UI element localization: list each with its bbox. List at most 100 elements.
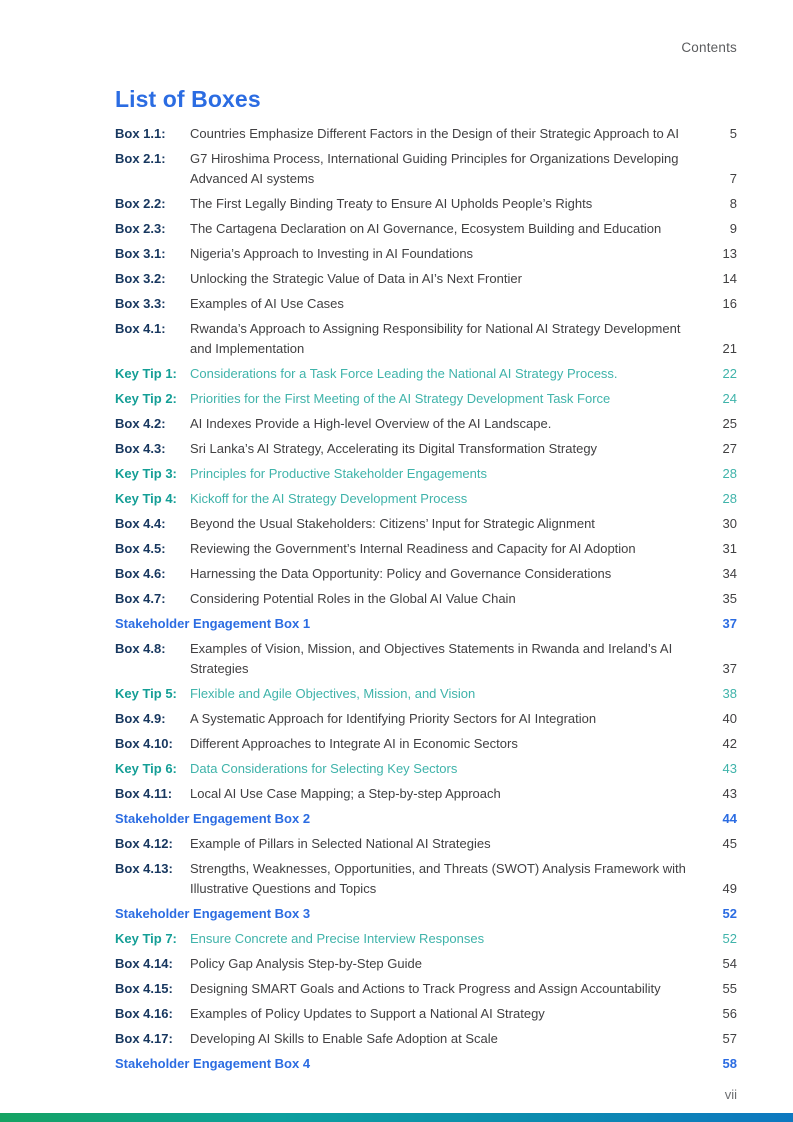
toc-entry[interactable]: Stakeholder Engagement Box 3 52 <box>115 904 737 924</box>
entry-page-number: 28 <box>722 491 737 506</box>
toc-entry[interactable]: Box 4.2: AI Indexes Provide a High-level… <box>115 414 737 434</box>
entry-label: Box 4.13: <box>115 861 173 876</box>
entry-page-number: 52 <box>722 931 737 946</box>
entry-title: Examples of Policy Updates to Support a … <box>190 1006 545 1021</box>
toc-entry[interactable]: Box 3.3: Examples of AI Use Cases 16 <box>115 294 737 314</box>
toc-entry[interactable]: Box 3.1: Nigeria’s Approach to Investing… <box>115 244 737 264</box>
entry-title: Harnessing the Data Opportunity: Policy … <box>190 566 612 581</box>
entry-title: Priorities for the First Meeting of the … <box>190 391 611 406</box>
entry-title: Developing AI Skills to Enable Safe Adop… <box>190 1031 498 1046</box>
entry-title: Countries Emphasize Different Factors in… <box>190 126 679 141</box>
entry-page-number: 38 <box>722 686 737 701</box>
list-of-boxes: Box 1.1: Countries Emphasize Different F… <box>115 124 737 1079</box>
entry-title: Sri Lanka’s AI Strategy, Accelerating it… <box>190 441 598 456</box>
entry-page-number: 8 <box>729 196 737 211</box>
entry-title: Nigeria’s Approach to Investing in AI Fo… <box>190 246 474 261</box>
entry-page-number: 49 <box>722 881 737 896</box>
entry-title: Strengths, Weaknesses, Opportunities, an… <box>190 861 686 896</box>
toc-entry[interactable]: Box 4.11: Local AI Use Case Mapping; a S… <box>115 784 737 804</box>
entry-label: Box 2.1: <box>115 151 166 166</box>
entry-label: Key Tip 6: <box>115 761 177 776</box>
toc-entry[interactable]: Stakeholder Engagement Box 2 44 <box>115 809 737 829</box>
entry-page-number: 16 <box>722 296 737 311</box>
entry-title: Considering Potential Roles in the Globa… <box>190 591 516 606</box>
entry-page-number: 13 <box>722 246 737 261</box>
toc-entry[interactable]: Box 4.9: A Systematic Approach for Ident… <box>115 709 737 729</box>
toc-entry[interactable]: Box 4.4: Beyond the Usual Stakeholders: … <box>115 514 737 534</box>
toc-entry[interactable]: Box 4.13: Strengths, Weaknesses, Opportu… <box>115 859 737 899</box>
toc-entry[interactable]: Key Tip 4: Kickoff for the AI Strategy D… <box>115 489 737 509</box>
entry-page-number: 24 <box>722 391 737 406</box>
entry-page-number: 43 <box>722 761 737 776</box>
entry-page-number: 5 <box>729 126 737 141</box>
toc-entry[interactable]: Key Tip 3: Principles for Productive Sta… <box>115 464 737 484</box>
entry-label: Box 4.6: <box>115 566 166 581</box>
entry-page-number: 40 <box>722 711 737 726</box>
toc-entry[interactable]: Box 4.6: Harnessing the Data Opportunity… <box>115 564 737 584</box>
entry-title: Different Approaches to Integrate AI in … <box>190 736 518 751</box>
toc-entry[interactable]: Box 2.2: The First Legally Binding Treat… <box>115 194 737 214</box>
toc-entry[interactable]: Box 4.5: Reviewing the Government’s Inte… <box>115 539 737 559</box>
toc-entry[interactable]: Box 4.17: Developing AI Skills to Enable… <box>115 1029 737 1049</box>
entry-page-number: 58 <box>722 1056 737 1071</box>
entry-title: A Systematic Approach for Identifying Pr… <box>190 711 597 726</box>
toc-entry[interactable]: Stakeholder Engagement Box 4 58 <box>115 1054 737 1074</box>
entry-page-number: 54 <box>722 956 737 971</box>
toc-entry[interactable]: Box 2.1: G7 Hiroshima Process, Internati… <box>115 149 737 189</box>
entry-title: Rwanda’s Approach to Assigning Responsib… <box>190 321 681 356</box>
entry-label: Box 4.4: <box>115 516 166 531</box>
toc-entry[interactable]: Key Tip 1: Considerations for a Task For… <box>115 364 737 384</box>
entry-label: Box 4.12: <box>115 836 173 851</box>
toc-entry[interactable]: Key Tip 6: Data Considerations for Selec… <box>115 759 737 779</box>
entry-page-number: 45 <box>722 836 737 851</box>
toc-entry[interactable]: Box 1.1: Countries Emphasize Different F… <box>115 124 737 144</box>
entry-title: Ensure Concrete and Precise Interview Re… <box>190 931 485 946</box>
entry-label: Key Tip 7: <box>115 931 177 946</box>
entry-title: Local AI Use Case Mapping; a Step-by-ste… <box>190 786 501 801</box>
entry-label: Key Tip 2: <box>115 391 177 406</box>
toc-entry[interactable]: Box 4.8: Examples of Vision, Mission, an… <box>115 639 737 679</box>
toc-entry[interactable]: Box 4.16: Examples of Policy Updates to … <box>115 1004 737 1024</box>
toc-entry[interactable]: Box 2.3: The Cartagena Declaration on AI… <box>115 219 737 239</box>
entry-label: Box 1.1: <box>115 126 166 141</box>
toc-entry[interactable]: Box 4.15: Designing SMART Goals and Acti… <box>115 979 737 999</box>
entry-page-number: 9 <box>729 221 737 236</box>
entry-title: Beyond the Usual Stakeholders: Citizens’… <box>190 516 595 531</box>
entry-label: Box 4.5: <box>115 541 166 556</box>
toc-entry[interactable]: Box 3.2: Unlocking the Strategic Value o… <box>115 269 737 289</box>
entry-page-number: 57 <box>722 1031 737 1046</box>
entry-page-number: 30 <box>722 516 737 531</box>
toc-entry[interactable]: Key Tip 2: Priorities for the First Meet… <box>115 389 737 409</box>
toc-entry[interactable]: Key Tip 5: Flexible and Agile Objectives… <box>115 684 737 704</box>
toc-entry[interactable]: Box 4.10: Different Approaches to Integr… <box>115 734 737 754</box>
entry-label: Box 4.7: <box>115 591 166 606</box>
toc-entry[interactable]: Stakeholder Engagement Box 1 37 <box>115 614 737 634</box>
toc-entry[interactable]: Box 4.14: Policy Gap Analysis Step-by-St… <box>115 954 737 974</box>
entry-title: Unlocking the Strategic Value of Data in… <box>190 271 522 286</box>
entry-label: Box 2.3: <box>115 221 166 236</box>
entry-title: G7 Hiroshima Process, International Guid… <box>190 151 679 186</box>
entry-label: Key Tip 4: <box>115 491 177 506</box>
toc-entry[interactable]: Box 4.3: Sri Lanka’s AI Strategy, Accele… <box>115 439 737 459</box>
entry-title: The First Legally Binding Treaty to Ensu… <box>190 196 593 211</box>
toc-entry[interactable]: Box 4.12: Example of Pillars in Selected… <box>115 834 737 854</box>
entry-label: Key Tip 5: <box>115 686 177 701</box>
entry-page-number: 37 <box>722 661 737 676</box>
toc-entry[interactable]: Key Tip 7: Ensure Concrete and Precise I… <box>115 929 737 949</box>
entry-page-number: 37 <box>722 616 737 631</box>
toc-entry[interactable]: Box 4.7: Considering Potential Roles in … <box>115 589 737 609</box>
entry-label: Box 4.14: <box>115 956 173 971</box>
entry-title: Reviewing the Government’s Internal Read… <box>190 541 636 556</box>
entry-label: Box 4.10: <box>115 736 173 751</box>
entry-page-number: 22 <box>722 366 737 381</box>
entry-title: Designing SMART Goals and Actions to Tra… <box>190 981 661 996</box>
toc-entry[interactable]: Box 4.1: Rwanda’s Approach to Assigning … <box>115 319 737 359</box>
entry-page-number: 52 <box>722 906 737 921</box>
entry-title: AI Indexes Provide a High-level Overview… <box>190 416 552 431</box>
contents-running-header: Contents <box>681 40 737 55</box>
entry-title: Policy Gap Analysis Step-by-Step Guide <box>190 956 422 971</box>
entry-label: Box 3.2: <box>115 271 166 286</box>
entry-label: Box 4.3: <box>115 441 166 456</box>
entry-title: Data Considerations for Selecting Key Se… <box>190 761 458 776</box>
entry-page-number: 27 <box>722 441 737 456</box>
